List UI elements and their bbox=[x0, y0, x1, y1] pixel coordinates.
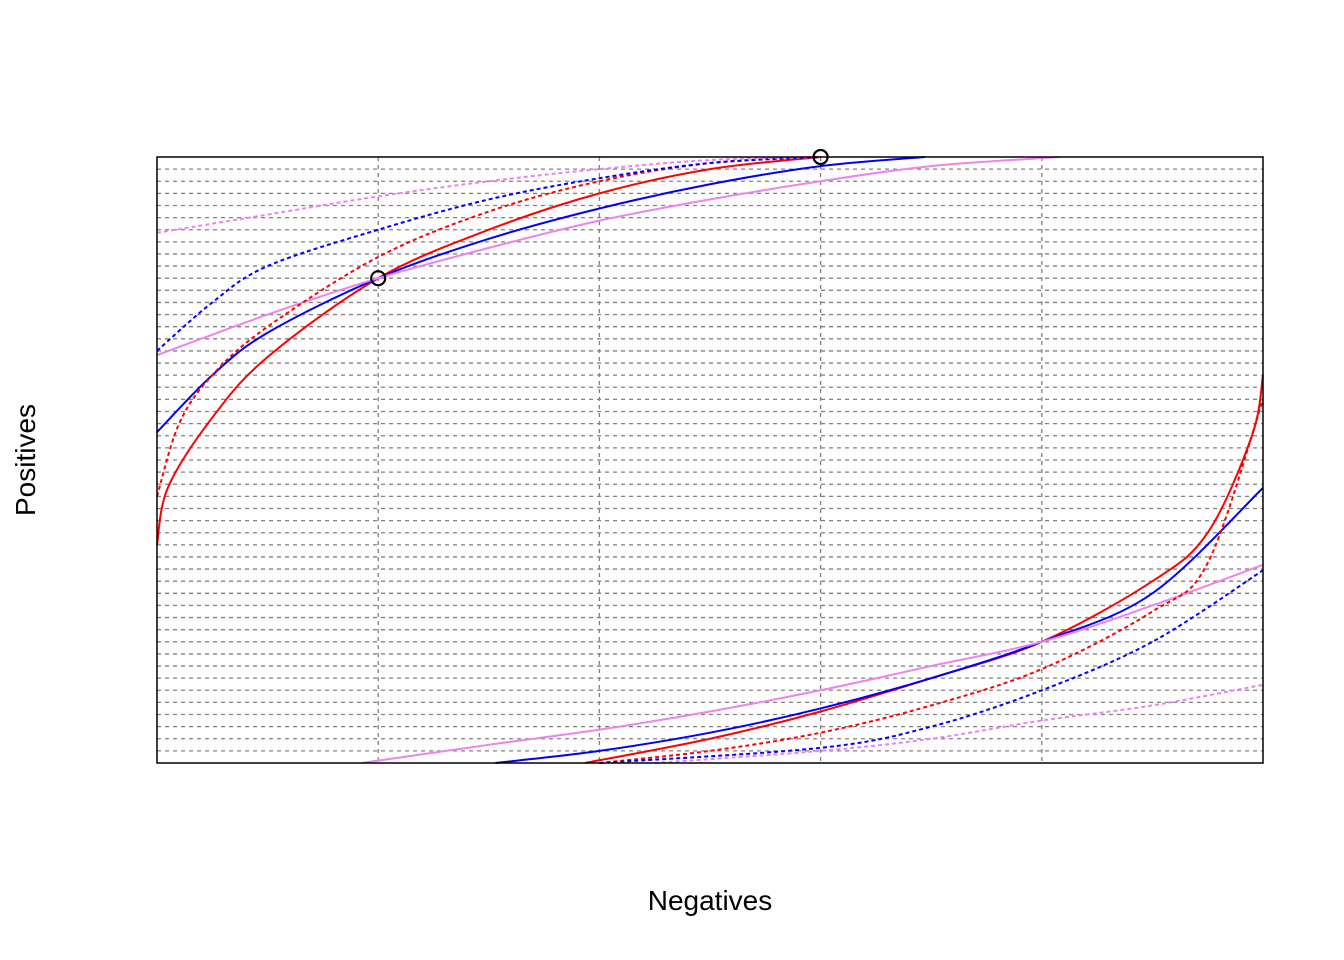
series-line-0 bbox=[156, 156, 821, 546]
series-line-4 bbox=[156, 156, 821, 352]
y-axis-label: Positives bbox=[10, 404, 41, 516]
series-line-3 bbox=[156, 156, 821, 497]
series-line-9 bbox=[599, 399, 1264, 764]
series-line-5 bbox=[156, 156, 821, 234]
grid bbox=[157, 157, 1263, 763]
series-line-2 bbox=[156, 156, 1060, 357]
series-line-8 bbox=[361, 563, 1264, 764]
series-group bbox=[156, 156, 1264, 764]
plot-frame bbox=[156, 156, 1264, 764]
series-line-7 bbox=[495, 487, 1264, 764]
series-line-11 bbox=[654, 683, 1264, 764]
series-line-1 bbox=[156, 156, 925, 433]
x-axis-label: Negatives bbox=[648, 885, 773, 916]
point-marker-0 bbox=[370, 270, 387, 287]
